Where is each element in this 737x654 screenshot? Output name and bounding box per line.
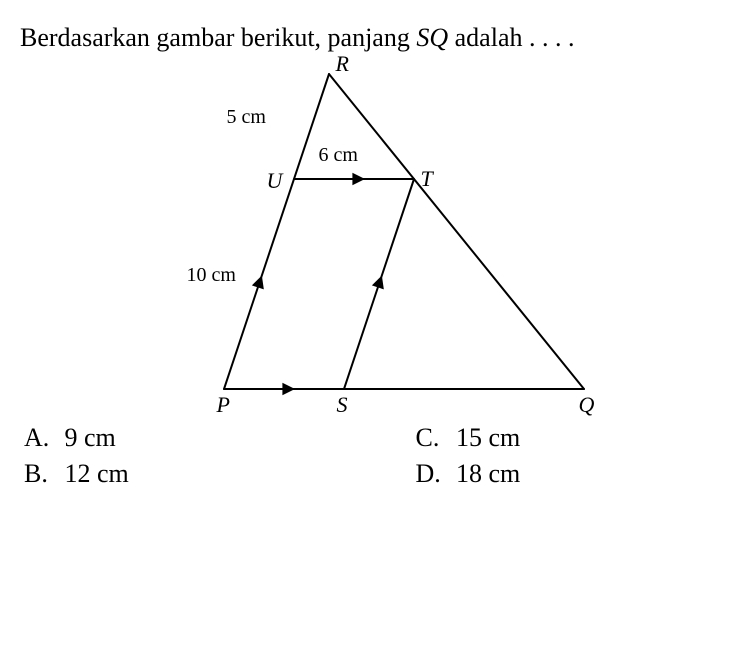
point-label-R: R xyxy=(336,51,349,77)
dimension-UT: 6 cm xyxy=(319,144,358,167)
question-text: Berdasarkan gambar berikut, panjang SQ a… xyxy=(20,20,717,56)
option-value: 12 cm xyxy=(65,459,129,488)
point-label-S: S xyxy=(337,392,348,418)
option-value: 15 cm xyxy=(456,423,520,452)
question-var: SQ xyxy=(416,23,448,52)
point-label-P: P xyxy=(217,392,230,418)
option-letter: B. xyxy=(24,459,58,489)
dimension-UP: 10 cm xyxy=(187,264,236,287)
option-value: 18 cm xyxy=(456,459,520,488)
option-D[interactable]: D. 18 cm xyxy=(416,459,718,489)
answer-options: A. 9 cm C. 15 cm B. 12 cm D. 18 cm xyxy=(20,423,717,489)
question-suffix: adalah . . . . xyxy=(448,23,574,52)
figure-container: R U T P S Q 5 cm 6 cm 10 cm xyxy=(20,64,717,409)
option-C[interactable]: C. 15 cm xyxy=(416,423,718,453)
point-label-U: U xyxy=(267,168,283,194)
option-A[interactable]: A. 9 cm xyxy=(24,423,326,453)
point-label-T: T xyxy=(421,166,433,192)
option-letter: C. xyxy=(416,423,450,453)
option-letter: D. xyxy=(416,459,450,489)
dimension-RU: 5 cm xyxy=(227,106,266,129)
point-label-Q: Q xyxy=(579,392,595,418)
option-B[interactable]: B. 12 cm xyxy=(24,459,326,489)
triangle-svg xyxy=(139,64,599,404)
option-value: 9 cm xyxy=(65,423,116,452)
option-letter: A. xyxy=(24,423,58,453)
geometry-figure: R U T P S Q 5 cm 6 cm 10 cm xyxy=(139,64,599,404)
question-prefix: Berdasarkan gambar berikut, panjang xyxy=(20,23,416,52)
